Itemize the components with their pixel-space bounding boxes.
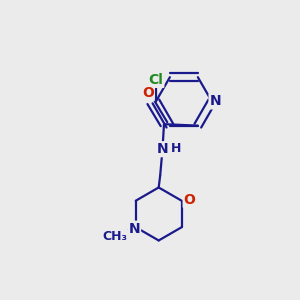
Text: O: O [184,193,196,207]
Text: N: N [210,94,221,108]
Text: N: N [157,142,168,156]
Text: O: O [142,86,154,100]
Text: N: N [128,222,140,236]
Text: CH₃: CH₃ [103,230,128,243]
Text: H: H [171,142,181,155]
Text: Cl: Cl [148,73,163,87]
